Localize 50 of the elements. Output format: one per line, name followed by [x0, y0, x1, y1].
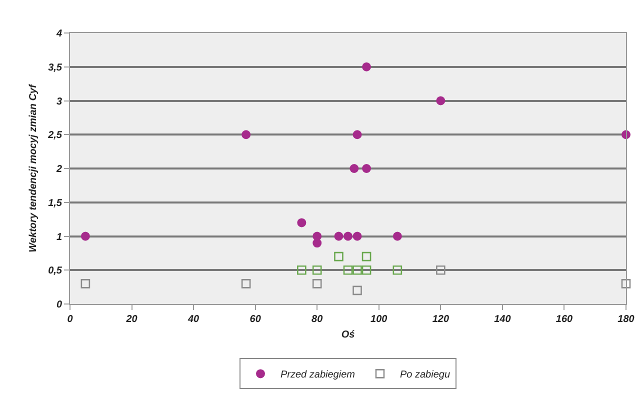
- y-axis-title: Wektory tendencji mocyj zmian Cyf: [28, 83, 40, 252]
- point: [80, 279, 90, 288]
- point: [242, 130, 251, 140]
- point: [352, 265, 362, 275]
- x-tick-label: 100: [370, 314, 388, 325]
- y-tick-label: 1: [56, 232, 62, 243]
- x-tick-label: 80: [312, 314, 324, 325]
- y-tick-label: 1,5: [48, 198, 62, 209]
- point: [297, 265, 306, 275]
- point: [352, 286, 362, 296]
- point: [312, 238, 322, 248]
- point: [436, 265, 446, 275]
- y-tick-label: 0,5: [48, 266, 62, 277]
- point: [241, 279, 251, 288]
- point: [436, 96, 446, 106]
- point: [352, 232, 362, 241]
- x-tick-label: 140: [494, 314, 512, 325]
- y-tick-label: 2,5: [47, 130, 62, 142]
- point: [362, 252, 372, 262]
- point: [352, 130, 362, 140]
- point: [312, 279, 322, 288]
- y-tick-label: 4: [55, 28, 62, 40]
- x-tick-label: 20: [125, 314, 138, 325]
- x-tick-label: 40: [186, 314, 200, 325]
- point: [362, 164, 372, 173]
- x-tick-label: 180: [618, 314, 635, 325]
- x-tick-label: 0: [67, 314, 74, 325]
- y-tick-label: 0: [56, 300, 62, 310]
- legend-label: Przed zabiegiem: [280, 370, 355, 381]
- point: [343, 265, 353, 275]
- x-axis-title: Oś: [341, 330, 356, 340]
- point: [621, 279, 631, 288]
- point: [334, 252, 344, 262]
- y-tick-label: 3: [56, 96, 62, 108]
- point: [334, 232, 344, 241]
- point: [350, 164, 359, 173]
- point: [344, 232, 352, 241]
- point: [362, 62, 372, 72]
- point: [392, 265, 402, 275]
- y-tick-label: 2: [55, 164, 62, 175]
- point: [362, 265, 372, 275]
- point: [312, 265, 322, 275]
- x-tick-label: 160: [556, 314, 573, 325]
- point: [80, 232, 90, 241]
- point: [392, 232, 402, 241]
- point: [297, 218, 306, 228]
- x-tick-label: 120: [432, 314, 450, 325]
- x-tick-label: 60: [250, 314, 262, 325]
- legend-label: Po zabiegu: [400, 370, 450, 381]
- y-tick-label: 3,5: [48, 62, 62, 74]
